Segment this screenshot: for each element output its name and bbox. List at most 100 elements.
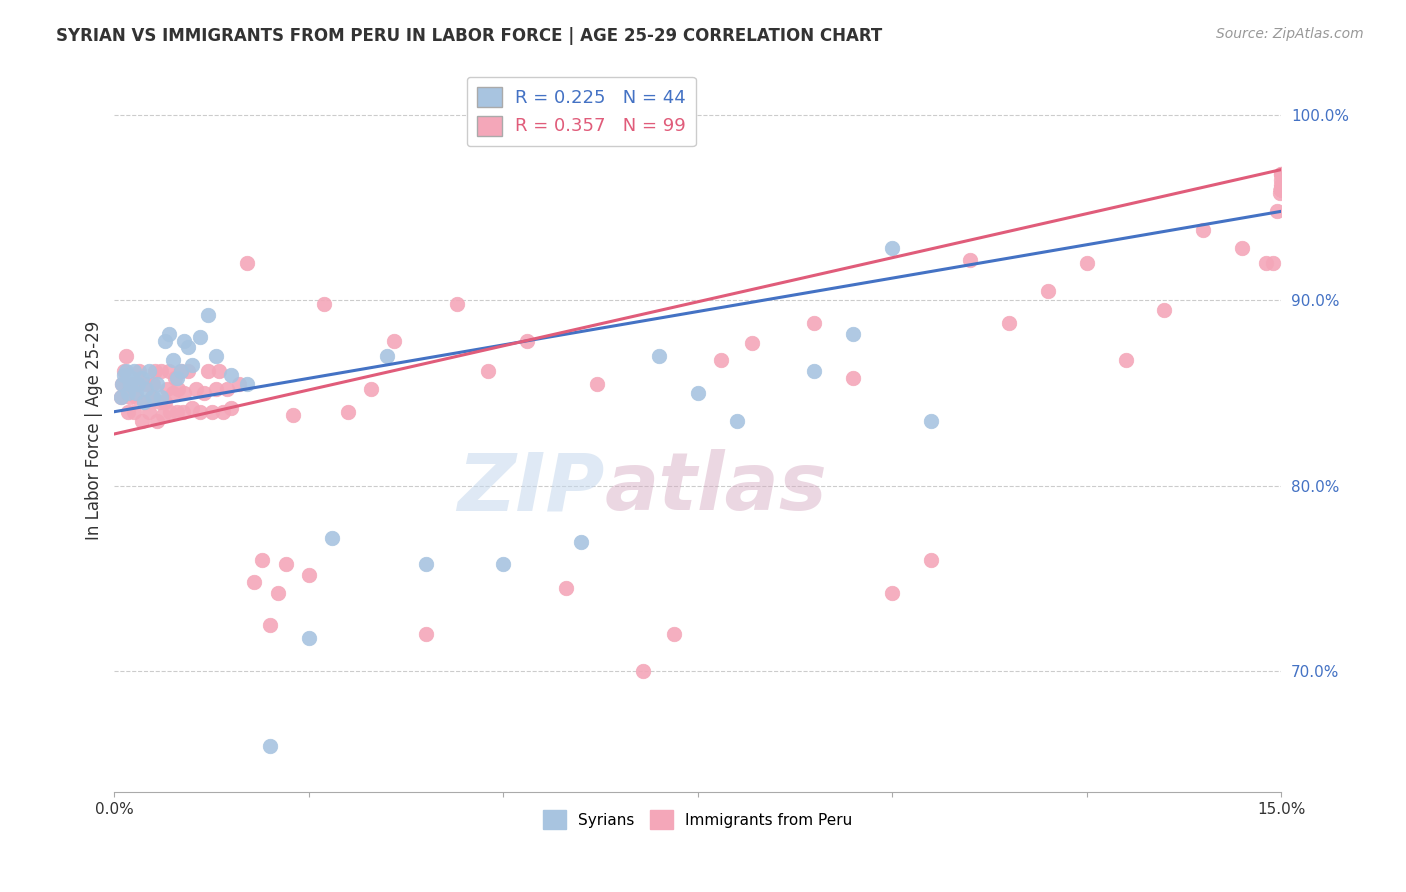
Point (138, 405, 160, 419)
Point (1270, 182, 1292, 196)
Point (1270, 182, 1292, 196)
Point (1270, 173, 1292, 187)
Point (360, 383, 382, 397)
Point (148, 395, 170, 409)
Point (212, 405, 235, 419)
Point (162, 352, 184, 367)
Point (298, 568, 321, 582)
Point (259, 618, 281, 632)
Point (177, 340, 200, 354)
Point (125, 390, 148, 404)
Point (181, 359, 204, 373)
Point (122, 364, 145, 378)
Point (569, 534, 592, 549)
Point (1115, 352, 1137, 367)
Point (197, 364, 219, 378)
Point (111, 376, 134, 391)
Point (516, 334, 538, 349)
Point (127, 376, 149, 391)
Point (150, 364, 173, 378)
Text: Source: ZipAtlas.com: Source: ZipAtlas.com (1216, 27, 1364, 41)
Point (157, 364, 180, 378)
Point (167, 383, 190, 397)
Point (1270, 182, 1292, 196)
Point (112, 368, 135, 382)
Point (172, 405, 194, 419)
Point (1268, 186, 1291, 200)
Point (128, 364, 150, 378)
Point (157, 326, 180, 341)
Point (882, 586, 904, 600)
Point (150, 390, 173, 404)
Point (648, 349, 671, 363)
Point (122, 405, 145, 419)
Point (219, 368, 242, 382)
Point (217, 383, 239, 397)
Point (177, 364, 200, 378)
Point (115, 349, 138, 363)
Point (1270, 178, 1292, 193)
Point (117, 386, 139, 401)
Point (142, 376, 165, 391)
Point (554, 581, 576, 595)
Point (110, 390, 132, 404)
Point (193, 386, 215, 401)
Point (1036, 284, 1059, 298)
Text: SYRIAN VS IMMIGRANTS FROM PERU IN LABOR FORCE | AGE 25-29 CORRELATION CHART: SYRIAN VS IMMIGRANTS FROM PERU IN LABOR … (56, 27, 883, 45)
Point (336, 405, 359, 419)
Point (143, 364, 166, 378)
Point (446, 297, 468, 311)
Point (664, 627, 686, 641)
Point (142, 390, 165, 404)
Point (201, 405, 224, 419)
Point (384, 334, 406, 349)
Point (135, 376, 157, 391)
Point (250, 553, 273, 567)
Point (135, 383, 157, 397)
Point (375, 349, 398, 363)
Point (159, 405, 181, 419)
Point (920, 414, 942, 428)
Point (1270, 182, 1292, 196)
Point (188, 405, 211, 419)
Point (127, 376, 149, 391)
Point (117, 405, 139, 419)
Point (204, 349, 226, 363)
Point (959, 252, 981, 267)
Point (219, 401, 242, 415)
Point (633, 665, 655, 679)
Point (1263, 256, 1285, 270)
Point (146, 414, 169, 428)
Point (162, 386, 184, 401)
Point (152, 409, 174, 423)
Point (585, 376, 607, 391)
Point (156, 383, 179, 397)
Point (184, 383, 207, 397)
Point (314, 297, 336, 311)
Point (415, 627, 437, 641)
Point (1265, 204, 1288, 219)
Point (121, 371, 143, 385)
Point (283, 409, 305, 423)
Point (166, 371, 188, 385)
Point (710, 352, 733, 367)
Point (492, 557, 515, 571)
Legend: Syrians, Immigrants from Peru: Syrians, Immigrants from Peru (537, 804, 859, 835)
Y-axis label: In Labor Force | Age 25-29: In Labor Force | Age 25-29 (86, 320, 103, 540)
Point (1270, 182, 1292, 196)
Point (477, 364, 499, 378)
Text: ZIP: ZIP (457, 449, 605, 527)
Point (274, 557, 297, 571)
Point (110, 390, 132, 404)
Point (1076, 256, 1098, 270)
Point (741, 336, 763, 351)
Point (1153, 302, 1175, 317)
Point (1270, 182, 1292, 196)
Point (132, 395, 155, 409)
Point (188, 330, 211, 344)
Point (169, 364, 191, 378)
Point (228, 376, 250, 391)
Point (803, 364, 825, 378)
Point (243, 575, 266, 590)
Point (138, 364, 160, 378)
